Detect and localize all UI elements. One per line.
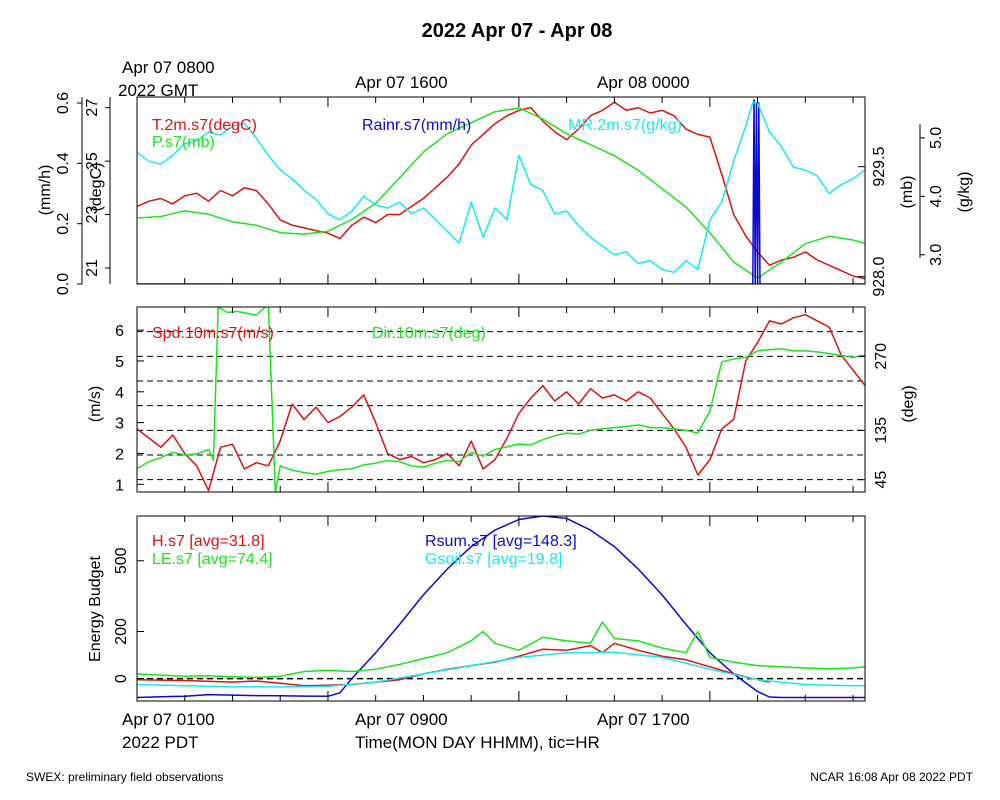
pres-tick-label: 929.5 (871, 147, 888, 187)
rain-axis-label: (mm/h) (37, 165, 54, 216)
mr-tick-label: 4.0 (928, 185, 945, 207)
pdt-label-0900: Apr 07 0900 (355, 710, 448, 729)
energy-axis-label: Energy Budget (87, 556, 104, 662)
dir-tick-label: 45 (873, 471, 890, 489)
rain-tick-label: 0.2 (55, 212, 72, 234)
energy-tick-labels: 0 200 500 (113, 547, 130, 683)
energy-tick-label: 500 (113, 547, 130, 574)
gmt-label-1600: Apr 07 1600 (355, 73, 448, 92)
gmt-label-0000: Apr 08 0000 (597, 73, 690, 92)
temp-tick-label: 21 (84, 259, 101, 277)
dir-axis-label: (deg) (900, 385, 917, 422)
gmt-label-year: 2022 GMT (118, 81, 198, 100)
pres-axis-label: (mb) (899, 176, 916, 209)
legend-le: LE.s7 [avg=74.4] (152, 551, 273, 568)
legend-gsoil: Gsoil.s7 [avg=19.8] (425, 551, 562, 568)
series-line-gsoil (137, 651, 865, 688)
pres-tick-labels: 928.0 929.5 (871, 147, 888, 297)
pres-tick-label: 928.0 (871, 257, 888, 297)
panel-wind-plot (137, 307, 865, 492)
mr-tick-label: 5.0 (928, 127, 945, 149)
panel-wind-frame (136, 306, 866, 493)
legend-t2m: T.2m.s7(degC) (152, 117, 257, 134)
x-axis-label: Time(MON DAY HHMM), tic=HR (355, 733, 600, 752)
panel-energy-plot (137, 516, 865, 699)
temp-tick-label: 27 (84, 99, 101, 117)
pdt-label-1700: Apr 07 1700 (597, 710, 690, 729)
panel-wind-ticks (136, 307, 865, 492)
mr-tick-labels: 3.0 4.0 5.0 (928, 127, 945, 266)
spd-tick-label: 2 (115, 446, 124, 463)
panel-met-legend: T.2m.s7(degC) P.s7(mb) Rainr.s7(mm/h) MR… (152, 117, 682, 151)
panel-energy: 0 200 500 Energy Budget H.s7 [avg=31.8] … (87, 515, 866, 702)
legend-p: P.s7(mb) (152, 134, 215, 151)
panel-energy-legend: H.s7 [avg=31.8] LE.s7 [avg=74.4] Rsum.s7… (152, 533, 577, 568)
footer-right: NCAR 16:08 Apr 08 2022 PDT (810, 770, 973, 784)
spd-axis-label: (m/s) (87, 386, 104, 422)
series-line-dir (137, 307, 865, 492)
panel-met-plot (137, 99, 865, 284)
rain-tick-label: 0.4 (55, 152, 72, 174)
legend-dir: Dir.10m.s7(deg) (372, 325, 486, 342)
temp-tick-label: 25 (84, 152, 101, 170)
series-line-p (137, 107, 865, 279)
rain-tick-labels: 0.0 0.2 0.4 0.6 (55, 92, 72, 295)
spd-tick-labels: 1 2 3 4 5 6 (115, 323, 124, 494)
panel-wind-legend: Spd.10m.s7(m/s) Dir.10m.s7(deg) (152, 325, 486, 342)
mr-tick-label: 3.0 (928, 244, 945, 266)
legend-mr: MR.2m.s7(g/kg) (568, 117, 682, 134)
panel-met-frame (136, 96, 866, 285)
spd-tick-label: 3 (115, 416, 124, 433)
figure-title: 2022 Apr 07 - Apr 08 (422, 20, 613, 42)
legend-rsum: Rsum.s7 [avg=148.3] (425, 533, 577, 550)
dir-tick-labels: 45 135 270 (873, 343, 890, 489)
series-line-t2m (137, 101, 865, 280)
energy-tick-label: 200 (113, 618, 130, 645)
dir-tick-label: 135 (873, 417, 890, 444)
panel-wind-grid (137, 331, 865, 481)
rain-tick-label: 0.0 (55, 273, 72, 295)
spd-tick-label: 4 (115, 385, 124, 402)
temp-axis-label: (degC) (88, 163, 105, 212)
panel-met-ticks (77, 97, 925, 285)
spd-tick-label: 5 (115, 354, 124, 371)
series-line-mr (137, 102, 865, 274)
panel-wind: 1 2 3 4 5 6 (m/s) 45 135 270 (deg) Spd.1… (87, 306, 917, 494)
dir-tick-label: 270 (873, 343, 890, 370)
legend-spd: Spd.10m.s7(m/s) (152, 325, 274, 342)
temp-tick-label: 23 (84, 206, 101, 224)
series-line-rsum (137, 516, 865, 699)
panel-energy-ticks (136, 516, 854, 701)
footer-left: SWEX: preliminary field observations (26, 770, 223, 784)
panel-energy-frame (136, 515, 866, 702)
pdt-label-start: Apr 07 0100 (122, 710, 215, 729)
rain-tick-label: 0.6 (55, 92, 72, 114)
energy-tick-label: 0 (113, 674, 130, 683)
gmt-label-start: Apr 07 0800 (122, 58, 215, 77)
spd-tick-label: 6 (115, 323, 124, 340)
legend-rain: Rainr.s7(mm/h) (362, 117, 471, 134)
panel-met: 0.0 0.2 0.4 0.6 (mm/h) 21 23 25 27 (degC… (37, 92, 973, 297)
spd-tick-label: 1 (115, 477, 124, 494)
legend-h: H.s7 [avg=31.8] (152, 533, 265, 550)
temp-tick-labels: 21 23 25 27 (84, 99, 101, 277)
pdt-label-year: 2022 PDT (122, 733, 199, 752)
series-line-le (137, 621, 865, 679)
mr-axis-label: (g/kg) (956, 172, 973, 213)
